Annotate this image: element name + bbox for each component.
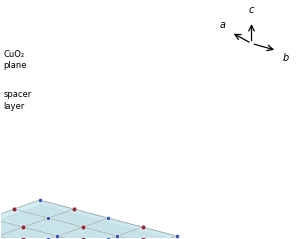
- Point: [71, 226, 76, 230]
- Point: [140, 235, 145, 239]
- Point: [46, 216, 51, 220]
- Polygon shape: [40, 215, 177, 239]
- Point: [106, 235, 111, 239]
- Point: [71, 207, 76, 211]
- Point: [21, 235, 26, 239]
- Text: spacer
layer: spacer layer: [4, 90, 32, 111]
- Point: [71, 217, 76, 221]
- Point: [106, 226, 111, 230]
- Polygon shape: [40, 206, 177, 239]
- Point: [37, 208, 42, 212]
- Point: [12, 217, 16, 221]
- Text: CuO₂
plane: CuO₂ plane: [4, 50, 27, 70]
- Polygon shape: [0, 219, 177, 239]
- Polygon shape: [75, 236, 177, 239]
- Polygon shape: [0, 206, 177, 239]
- Point: [106, 216, 111, 220]
- Point: [71, 217, 76, 221]
- Point: [37, 217, 42, 221]
- Point: [12, 217, 16, 221]
- Point: [37, 198, 42, 202]
- Polygon shape: [40, 200, 177, 239]
- Point: [37, 208, 42, 212]
- Polygon shape: [0, 215, 177, 239]
- Point: [21, 235, 26, 239]
- Text: a: a: [219, 20, 225, 30]
- Point: [80, 225, 85, 229]
- Polygon shape: [0, 200, 177, 239]
- Point: [115, 234, 120, 238]
- Point: [80, 235, 85, 239]
- Text: c: c: [249, 5, 254, 15]
- Polygon shape: [0, 210, 177, 239]
- Point: [175, 234, 179, 238]
- Point: [106, 226, 111, 230]
- Point: [12, 226, 16, 230]
- Point: [140, 235, 145, 239]
- Point: [46, 226, 51, 230]
- Polygon shape: [40, 210, 177, 239]
- Polygon shape: [40, 219, 177, 239]
- Point: [80, 235, 85, 239]
- Point: [140, 225, 145, 229]
- Text: b: b: [283, 53, 289, 63]
- Point: [46, 235, 51, 239]
- Point: [55, 234, 60, 238]
- Point: [21, 225, 26, 229]
- Point: [46, 226, 51, 230]
- Point: [12, 207, 16, 211]
